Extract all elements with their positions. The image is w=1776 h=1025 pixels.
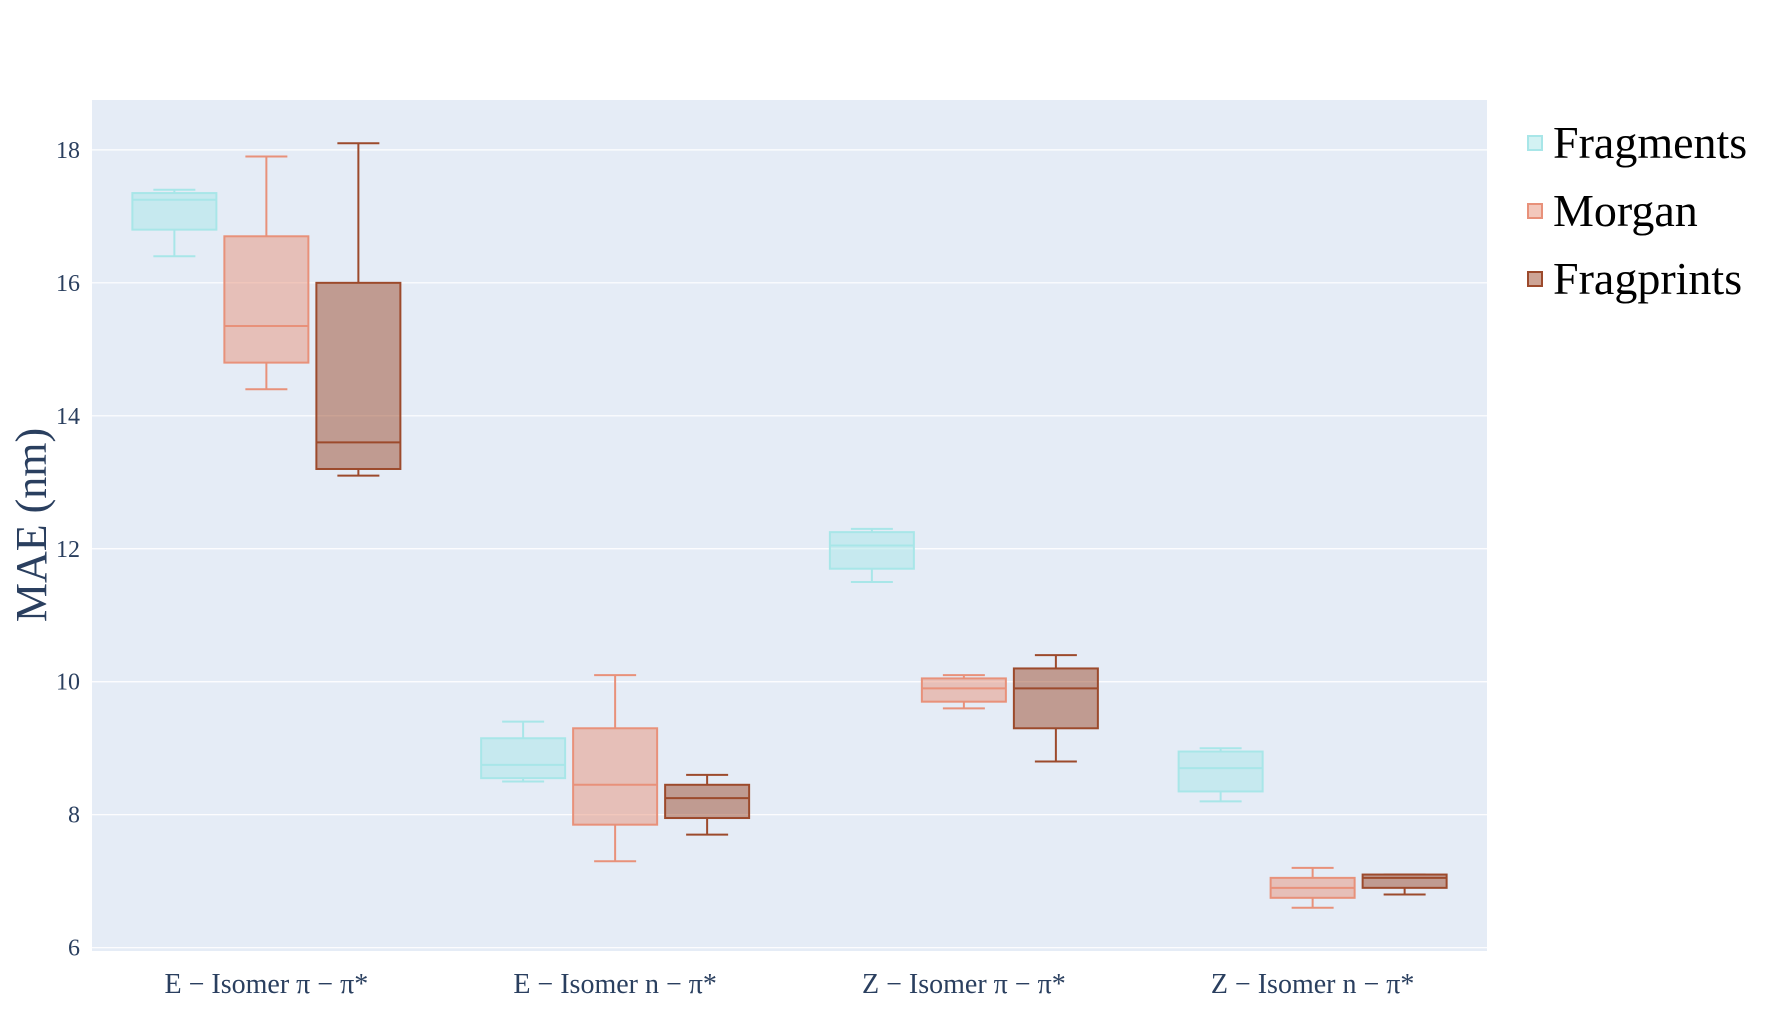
y-tick-label: 12 <box>56 537 80 563</box>
box-fragprints-4 <box>1361 873 1448 896</box>
y-tick-label: 16 <box>56 271 80 297</box>
legend-label: Fragprints <box>1553 253 1742 304</box>
box-morgan-1 <box>223 155 310 391</box>
y-tick-label: 18 <box>56 138 80 164</box>
legend-swatch <box>1527 135 1543 151</box>
box-morgan-3 <box>920 674 1007 710</box>
iqr-box <box>1361 873 1448 889</box>
box-fragments-3 <box>828 527 915 584</box>
legend-swatch <box>1527 271 1543 287</box>
iqr-box <box>131 192 218 231</box>
x-category-label: Z − Isomer π − π* <box>862 969 1066 1000</box>
iqr-box <box>920 677 1007 703</box>
box-fragprints-3 <box>1012 654 1099 763</box>
x-category-label: E − Isomer π − π* <box>165 969 369 1000</box>
iqr-box <box>664 783 751 820</box>
iqr-box <box>480 737 567 780</box>
iqr-box <box>572 727 659 826</box>
box-morgan-2 <box>572 674 659 863</box>
x-category-label: Z − Isomer n − π* <box>1211 969 1415 1000</box>
y-axis-ticks: 6 8 10 12 14 16 18 <box>56 138 80 962</box>
y-axis-label: MAE (nm) <box>7 428 56 622</box>
iqr-box <box>315 281 402 470</box>
iqr-box <box>1177 750 1264 793</box>
y-tick-label: 6 <box>68 936 80 962</box>
box-fragments-4 <box>1177 747 1264 803</box>
iqr-box <box>1012 667 1099 730</box>
legend-label: Morgan <box>1553 185 1698 236</box>
x-category-label: E − Isomer n − π* <box>513 969 717 1000</box>
y-tick-label: 10 <box>56 670 80 696</box>
y-tick-label: 8 <box>68 803 80 829</box>
y-tick-label: 14 <box>56 404 80 430</box>
box-fragments-2 <box>480 720 567 783</box>
x-axis-category-labels: E − Isomer π − π* E − Isomer n − π* Z − Is… <box>165 969 1415 1000</box>
box-fragprints-1 <box>315 142 402 477</box>
box-fragments-1 <box>131 188 218 258</box>
iqr-box <box>828 531 915 570</box>
legend: Fragments Morgan Fragprints <box>1527 117 1747 304</box>
box-morgan-4 <box>1269 866 1356 909</box>
legend-swatch <box>1527 203 1543 219</box>
box-fragprints-2 <box>664 773 751 836</box>
legend-label: Fragments <box>1553 117 1747 168</box>
iqr-box <box>223 235 310 364</box>
box-series <box>131 142 1448 909</box>
plot-area-background <box>92 100 1487 951</box>
